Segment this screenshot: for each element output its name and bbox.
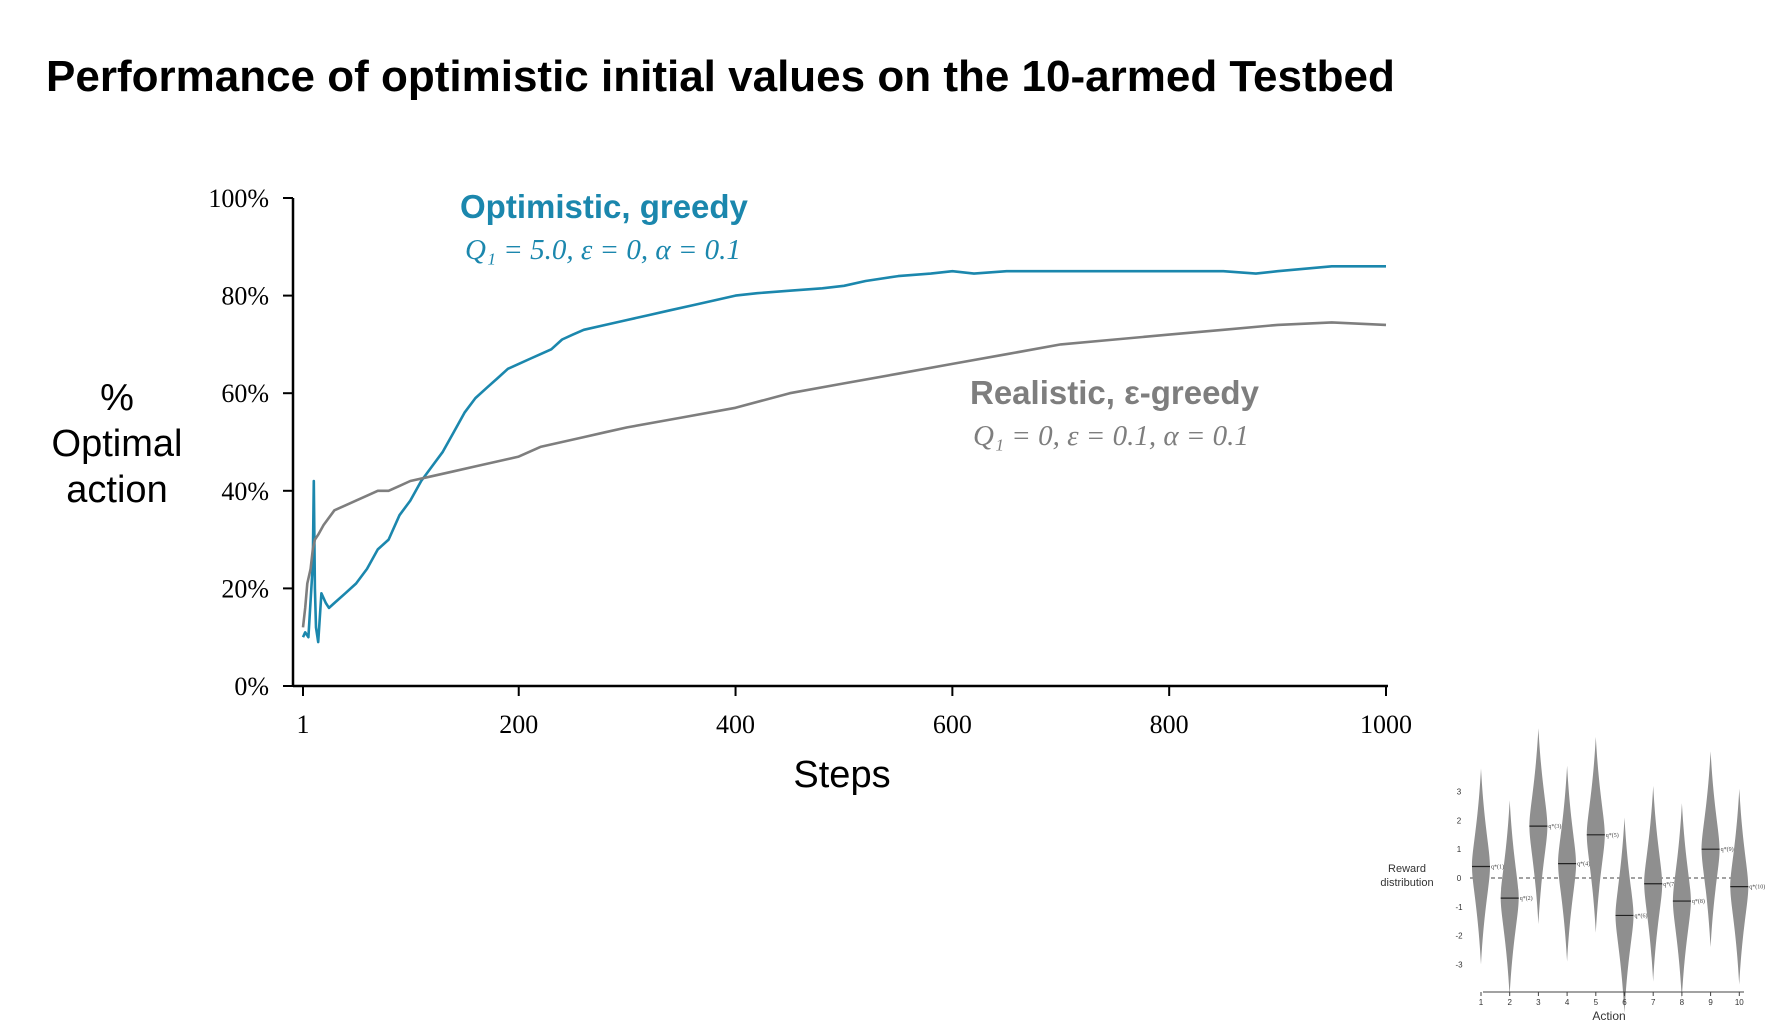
inset-x-tick-label: 2 [1507, 998, 1512, 1007]
x-tick-label: 1000 [1360, 710, 1412, 739]
series-line-optimistic [301, 265, 1386, 644]
y-axis-label-line-1: % [100, 377, 134, 419]
inset-mean-label: q*(2) [1520, 895, 1533, 902]
series-params-optimistic: Q₁ = 5.0, ε = 0, α = 0.1 [465, 234, 741, 266]
inset-mean-label: q*(5) [1606, 832, 1619, 839]
series-params-realistic: Q₁ = 0, ε = 0.1, α = 0.1 [973, 420, 1249, 452]
inset-x-tick-label: 8 [1680, 998, 1685, 1007]
y-tick-label: 0% [234, 672, 269, 701]
inset-mean-label: q*(7) [1663, 881, 1676, 888]
y-axis-label-line-2: Optimal [52, 423, 183, 465]
inset-mean-label: q*(3) [1548, 823, 1561, 830]
inset-y-tick-label: 2 [1457, 816, 1462, 825]
series-label-optimistic: Optimistic, greedy [460, 188, 749, 225]
inset-mean-label: q*(6) [1635, 912, 1648, 919]
y-tick-label: 80% [221, 282, 269, 311]
inset-x-tick-label: 9 [1708, 998, 1713, 1007]
slide-title: Performance of optimistic initial values… [46, 52, 1395, 101]
inset-x-tick-label: 7 [1651, 998, 1656, 1007]
series-line-realistic [301, 321, 1387, 628]
inset-y-tick-label: 3 [1457, 788, 1462, 797]
inset-y-label-line-2: distribution [1380, 877, 1433, 889]
y-axis-label-line-3: action [66, 469, 167, 511]
inset-marks: 3210-1-2-3q*(1)q*(2)q*(3)q*(4)q*(5)q*(6)… [1455, 728, 1765, 1014]
series-label-realistic: Realistic, ε-greedy [970, 374, 1260, 411]
inset-y-label-line-1: Reward [1388, 863, 1426, 875]
inset-y-tick-label: 1 [1457, 845, 1462, 854]
inset-x-tick-label: 6 [1622, 998, 1627, 1007]
inset-x-label: Action [1592, 1009, 1625, 1023]
inset-y-tick-label: 0 [1457, 874, 1462, 883]
inset-y-tick-label: -1 [1455, 903, 1463, 912]
inset-y-tick-label: -2 [1455, 932, 1463, 941]
inset-x-tick-label: 5 [1594, 998, 1599, 1007]
y-tick-label: 40% [221, 477, 269, 506]
y-tick-label: 100% [208, 184, 269, 213]
y-tick-label: 60% [221, 379, 269, 408]
inset-mean-label: q*(10) [1749, 884, 1765, 891]
inset-x-tick-label: 4 [1565, 998, 1570, 1007]
inset-y-tick-label: -3 [1455, 960, 1463, 969]
inset-x-tick-label: 3 [1536, 998, 1541, 1007]
inset-x-tick-label: 10 [1735, 998, 1744, 1007]
y-tick-label: 20% [221, 574, 269, 603]
inset-reward-distribution-chart: 3210-1-2-3q*(1)q*(2)q*(3)q*(4)q*(5)q*(6)… [1380, 728, 1765, 1023]
main-chart-axes: 0% 20% 40% 60% 80% 100% 1 200 400 600 800 1000 [208, 184, 1412, 739]
inset-mean-label: q*(1) [1491, 863, 1504, 870]
inset-mean-label: q*(4) [1577, 861, 1590, 868]
x-axis-label: Steps [793, 754, 890, 796]
x-tick-label: 600 [933, 710, 972, 739]
x-tick-label: 1 [297, 710, 310, 739]
x-tick-label: 400 [716, 710, 755, 739]
inset-mean-label: q*(9) [1721, 846, 1734, 853]
x-tick-label: 800 [1150, 710, 1189, 739]
x-tick-label: 200 [499, 710, 538, 739]
inset-mean-label: q*(8) [1692, 898, 1705, 905]
main-chart-series [301, 265, 1387, 644]
inset-x-tick-label: 1 [1479, 998, 1484, 1007]
